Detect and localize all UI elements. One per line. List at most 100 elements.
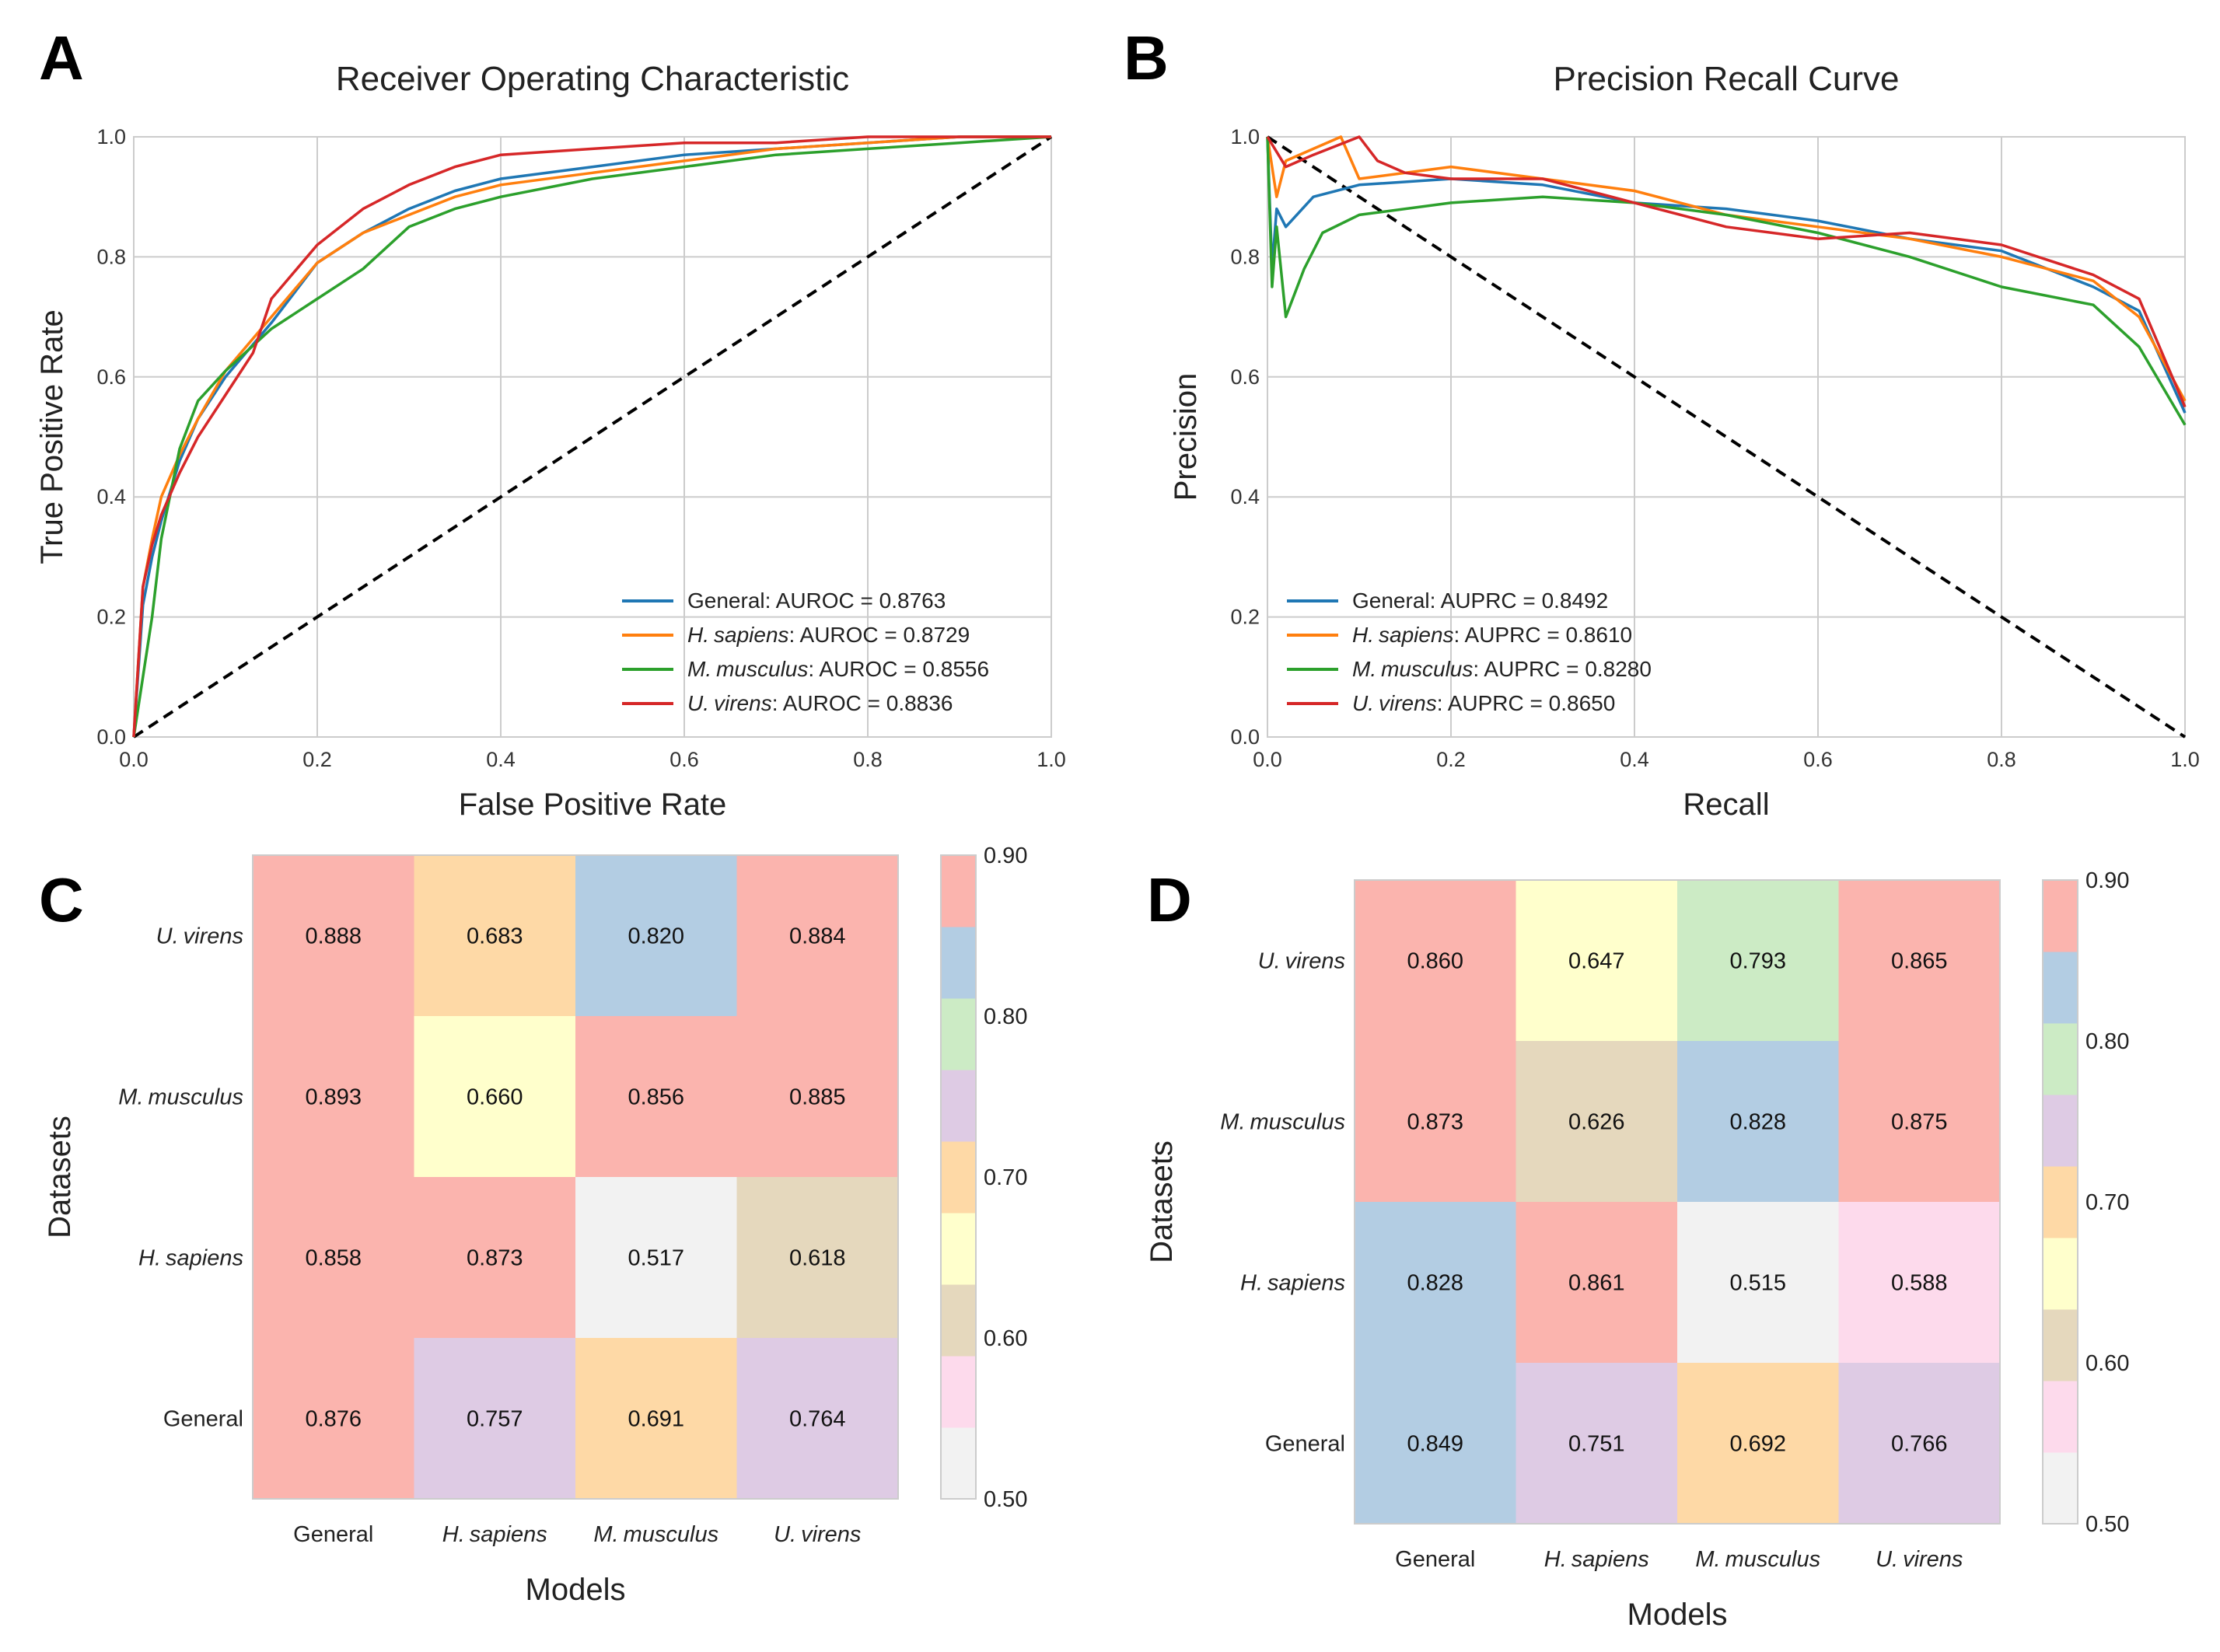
y-tick-label: 0.0	[96, 725, 126, 749]
colorbar-tick-label: 0.80	[984, 1004, 1027, 1029]
heatmap-cell	[253, 1338, 414, 1500]
row-label: U. virens	[1258, 949, 1345, 974]
colorbar-frame	[2042, 879, 2078, 1525]
colorbar-bin	[941, 1284, 976, 1357]
colorbar-bin	[2043, 952, 2078, 1024]
panel-b-label: B	[1124, 23, 1169, 93]
x-tick-label: 0.8	[1987, 748, 2016, 771]
column-label: M. musculus	[593, 1522, 718, 1547]
roc-chart: 0.00.0 0.2 0.2 0.4 0.4 0.6 0.6 0.8 0.8 1.0 1.0 Rece…	[35, 60, 1066, 822]
legend-entry-3: M. musculus: AUROC = 0.8556	[687, 657, 989, 681]
colorbar-bin	[2043, 1309, 2078, 1381]
legend-entry-3: M. musculus: AUPRC = 0.8280	[1352, 657, 1652, 681]
heatmap-cell-label: 0.856	[628, 1085, 684, 1110]
panel-a-label: A	[39, 23, 84, 93]
heatmap-cell-label: 0.618	[789, 1246, 846, 1271]
colorbar-bin	[2043, 1023, 2078, 1095]
colorbar-bin	[941, 855, 976, 927]
heatmap-cell	[575, 1338, 737, 1500]
heatmap-cell	[414, 1338, 576, 1500]
y-tick-label: 0.4	[96, 485, 126, 508]
column-label: H. sapiens	[1544, 1547, 1649, 1572]
y-tick-label: 0.2	[96, 606, 126, 629]
heatmap-cell	[1677, 1041, 1839, 1203]
series-line-3	[132, 135, 1052, 738]
heatmap-cell-label: 0.893	[305, 1085, 362, 1110]
colorbar-bin	[941, 1356, 976, 1428]
legend-entry-2: H. sapiens: AUROC = 0.8729	[687, 623, 970, 647]
row-label: M. musculus	[1220, 1110, 1345, 1135]
colorbar-frame	[940, 854, 977, 1500]
heatmap-cell-label: 0.588	[1891, 1271, 1948, 1296]
colorbar-tick-label: 0.70	[984, 1165, 1027, 1190]
heatmap-cell-label: 0.860	[1407, 949, 1463, 974]
heatmap-auroc: 0.888 0.683 0.820 0.884 0.893 0.660 0.856 0.885…	[43, 843, 1027, 1607]
x-tick-label: 0.0	[119, 748, 149, 771]
heatmap-cell-label: 0.888	[305, 924, 362, 949]
legend-entry-4: U. virens: AUROC = 0.8836	[687, 691, 953, 715]
y-tick-label: 0.4	[1230, 485, 1260, 508]
legend-entry-2: H. sapiens: AUPRC = 0.8610	[1352, 623, 1632, 647]
heatmap-cell	[414, 1016, 576, 1178]
x-tick-label: 0.6	[1803, 748, 1833, 771]
heatmap-frame	[252, 854, 899, 1500]
x-axis-title: Models	[1627, 1598, 1728, 1632]
y-tick-label: 0.0	[1230, 725, 1260, 749]
heatmap-cell	[1355, 1202, 1516, 1364]
y-axis-title: Precision	[1169, 373, 1203, 501]
heatmap-cell-label: 0.820	[628, 924, 684, 949]
heatmap-cell	[575, 1016, 737, 1178]
series-line-4	[132, 135, 1051, 738]
heatmap-cell	[1838, 1202, 2001, 1364]
y-axis-title: Datasets	[1145, 1140, 1179, 1263]
y-axis-title: True Positive Rate	[35, 309, 69, 564]
colorbar-bin	[2043, 1452, 2078, 1525]
panel-d-label: D	[1147, 865, 1192, 934]
heatmap-cell-label: 0.873	[467, 1246, 523, 1271]
x-tick-label: 0.6	[669, 748, 699, 771]
heatmap-cell	[1516, 880, 1678, 1042]
heatmap-cell	[736, 1177, 899, 1339]
heatmap-cell-label: 0.751	[1568, 1432, 1625, 1457]
colorbar-bin	[2043, 1166, 2078, 1238]
heatmap-cell	[1516, 1041, 1678, 1203]
heatmap-cell	[1355, 880, 1516, 1042]
colorbar-bin	[2043, 1095, 2078, 1167]
heatmap-cell-label: 0.858	[305, 1246, 362, 1271]
colorbar-bin	[941, 1213, 976, 1285]
column-label: General	[293, 1522, 373, 1547]
colorbar-tick-label: 0.90	[2085, 868, 2129, 893]
row-label: General	[1265, 1432, 1345, 1457]
x-axis-title: Recall	[1683, 788, 1769, 822]
heatmap-cell	[1677, 1363, 1839, 1525]
column-label: General	[1395, 1547, 1475, 1572]
series-line-4	[1266, 135, 2187, 408]
heatmap-cell	[1677, 1202, 1839, 1364]
heatmap-cell	[1355, 1363, 1516, 1525]
heatmap-cell-label: 0.515	[1729, 1271, 1786, 1296]
colorbar-bin	[2043, 1381, 2078, 1453]
x-tick-label: 0.4	[1620, 748, 1649, 771]
heatmap-cell	[736, 855, 899, 1017]
heatmap-cell-label: 0.683	[467, 924, 523, 949]
heatmap-cell	[1516, 1202, 1678, 1364]
heatmap-cell	[575, 1177, 737, 1339]
y-tick-label: 0.6	[96, 365, 126, 389]
heatmap-cell-label: 0.517	[628, 1246, 684, 1271]
chart-title: Receiver Operating Characteristic	[336, 60, 849, 98]
heatmap-cell	[1838, 1363, 2001, 1525]
heatmap-cell	[1355, 1041, 1516, 1203]
heatmap-cell-label: 0.828	[1407, 1271, 1463, 1296]
colorbar-bin	[941, 1070, 976, 1142]
colorbar-bin	[941, 927, 976, 999]
colorbar-bin	[2043, 880, 2078, 952]
heatmap-cell-label: 0.793	[1729, 949, 1786, 974]
x-tick-label: 0.2	[302, 748, 332, 771]
heatmap-cell	[736, 1016, 899, 1178]
column-label: H. sapiens	[442, 1522, 547, 1547]
heatmap-cell	[414, 855, 576, 1017]
legend-entry-4: U. virens: AUPRC = 0.8650	[1352, 691, 1615, 715]
colorbar-tick-label: 0.80	[2085, 1029, 2129, 1054]
heatmap-cell-label: 0.861	[1568, 1271, 1625, 1296]
